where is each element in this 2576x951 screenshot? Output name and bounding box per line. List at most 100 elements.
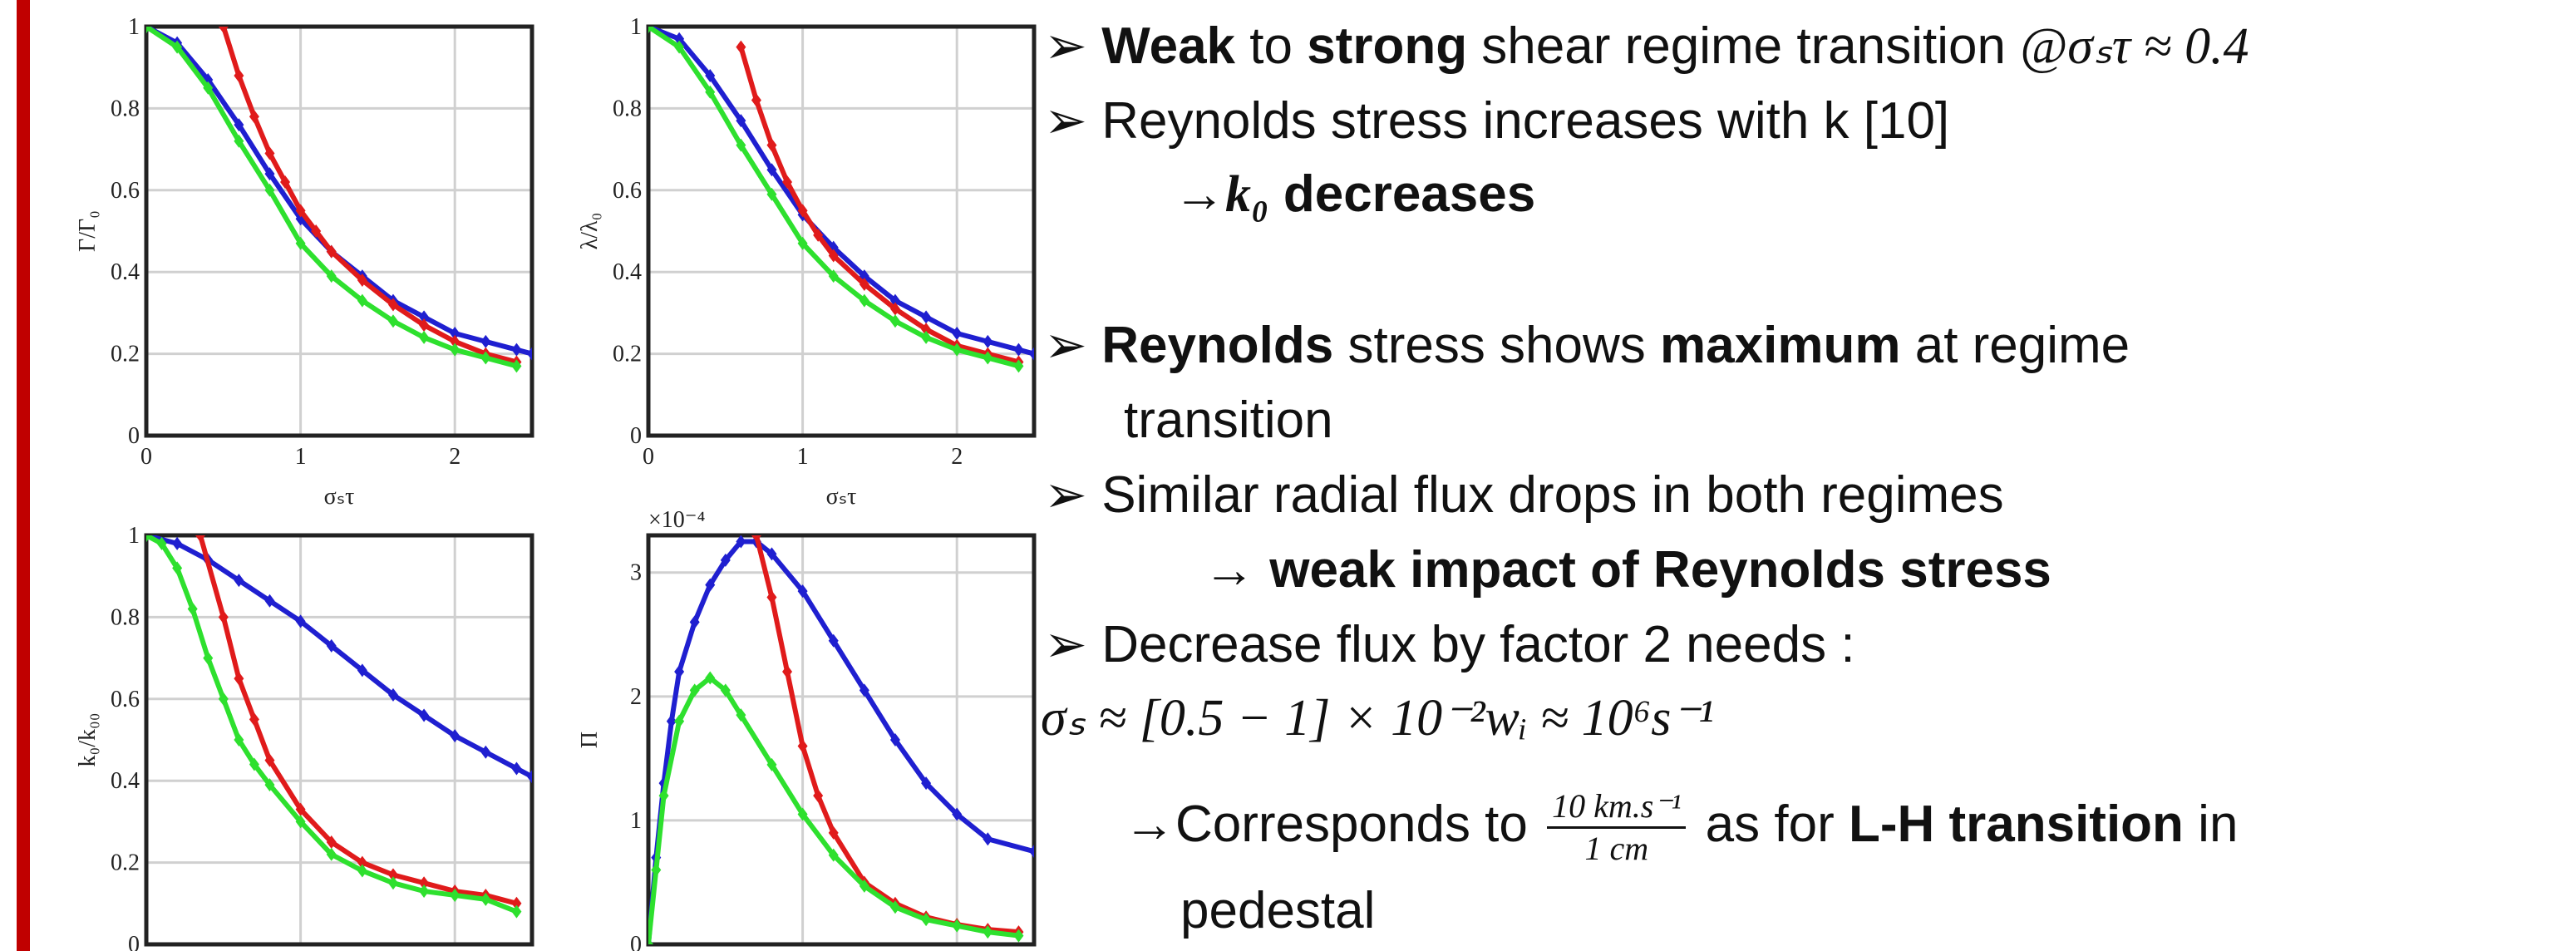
x-axis-label: σₛτ [324, 484, 355, 510]
marker [828, 269, 839, 283]
bullet: ➢ [1044, 466, 1087, 524]
marker [326, 638, 337, 653]
marker [511, 761, 522, 776]
y-tick-label: 0.2 [613, 342, 642, 367]
plot: 0 0.2 0.4 0.6 0.8 1 0 1 2 λ/λ₀ σₛτ [577, 14, 1037, 510]
marker [983, 832, 993, 846]
axes-box [144, 24, 534, 438]
series-line [648, 27, 1020, 369]
marker [889, 302, 900, 316]
marker [921, 310, 932, 324]
marker [234, 118, 244, 132]
series-group [146, 535, 532, 919]
marker [736, 708, 746, 722]
y-axis-label: Γ/Γ₀ [75, 210, 101, 252]
marker [419, 310, 430, 324]
denominator: 1 cm [1584, 830, 1649, 867]
marker [218, 692, 229, 706]
series-group [648, 535, 1034, 944]
marker [797, 807, 808, 821]
text: Decrease flux by factor 2 needs : [1101, 616, 1855, 673]
marker [480, 892, 491, 906]
text: to [1235, 17, 1308, 75]
marker [264, 594, 275, 608]
marker [357, 273, 367, 288]
marker [766, 547, 777, 561]
series-line [738, 46, 1020, 365]
marker [828, 848, 839, 862]
text: σₛ ≈ [0.5 − 1] × 10⁻²wᵢ ≈ 10⁶s⁻¹ [1041, 690, 1714, 747]
marker [264, 146, 275, 160]
y-tick-label: 0 [128, 932, 140, 951]
text: strong [1307, 17, 1468, 75]
x-axis-label: σₛτ [826, 484, 857, 510]
marker [689, 683, 700, 697]
marker [674, 40, 685, 54]
marker [952, 919, 963, 933]
marker [357, 855, 367, 870]
marker [450, 334, 461, 348]
y-tick-label: 0.8 [111, 604, 140, 630]
marker [203, 81, 214, 95]
marker [480, 351, 491, 365]
series-line [648, 539, 1034, 944]
x-tick-label: 2 [449, 444, 461, 470]
text: Similar radial flux drops in both regime… [1101, 466, 2004, 524]
y-tick-label: 1 [630, 808, 642, 834]
axes-box [144, 533, 534, 947]
marker [766, 138, 777, 152]
marker [797, 236, 808, 250]
text: in [2183, 795, 2239, 853]
x-tick-label: 1 [797, 444, 809, 470]
marker [249, 712, 259, 727]
plot: 0 0.2 0.4 0.6 0.8 1 0 1 2 Γ/Γ₀ σₛτ [75, 14, 534, 510]
charts: 0 0.2 0.4 0.6 0.8 1 0 1 2 Γ/Γ₀ σₛτ 0 0.2 0.4 0.6 0.8 1 0 1… [75, 14, 1037, 951]
marker [705, 85, 716, 99]
marker [511, 904, 522, 919]
series-line [220, 27, 518, 365]
marker [249, 110, 259, 124]
marker [295, 236, 306, 250]
marker [311, 224, 322, 238]
marker [187, 602, 198, 616]
marker [326, 847, 337, 861]
marker [156, 536, 167, 550]
marker [751, 93, 761, 107]
marker [705, 69, 716, 83]
y-tick-label: 0.6 [613, 178, 642, 204]
marker [234, 733, 244, 747]
text: Weak [1101, 17, 1236, 75]
marker [1013, 929, 1024, 943]
marker [264, 753, 275, 767]
marker [921, 776, 932, 791]
text-line: pedestal [1180, 881, 1375, 941]
marker [387, 687, 398, 702]
marker [1013, 342, 1024, 357]
marker [859, 879, 869, 893]
marker [651, 863, 662, 877]
bullet: ➢ [1044, 616, 1087, 673]
marker [172, 536, 183, 550]
marker [419, 884, 430, 899]
marker [658, 789, 669, 803]
axes-box [646, 24, 1037, 438]
x-tick-label: 2 [951, 444, 963, 470]
series-group [648, 27, 1034, 373]
marker [983, 351, 993, 365]
series-line [648, 27, 1034, 357]
marker [952, 342, 963, 357]
series-line [754, 535, 1019, 935]
marker [766, 163, 777, 177]
marker [357, 864, 367, 878]
marker [859, 277, 869, 291]
marker [736, 138, 746, 152]
text-line: ➢ Weak to strong shear regime transition… [1044, 17, 2249, 76]
marker [450, 888, 461, 902]
marker [264, 183, 275, 197]
marker [249, 757, 259, 771]
x-tick-label: 0 [140, 444, 152, 470]
marker [146, 535, 151, 542]
marker [295, 614, 306, 628]
marker [264, 778, 275, 792]
marker [419, 708, 430, 722]
